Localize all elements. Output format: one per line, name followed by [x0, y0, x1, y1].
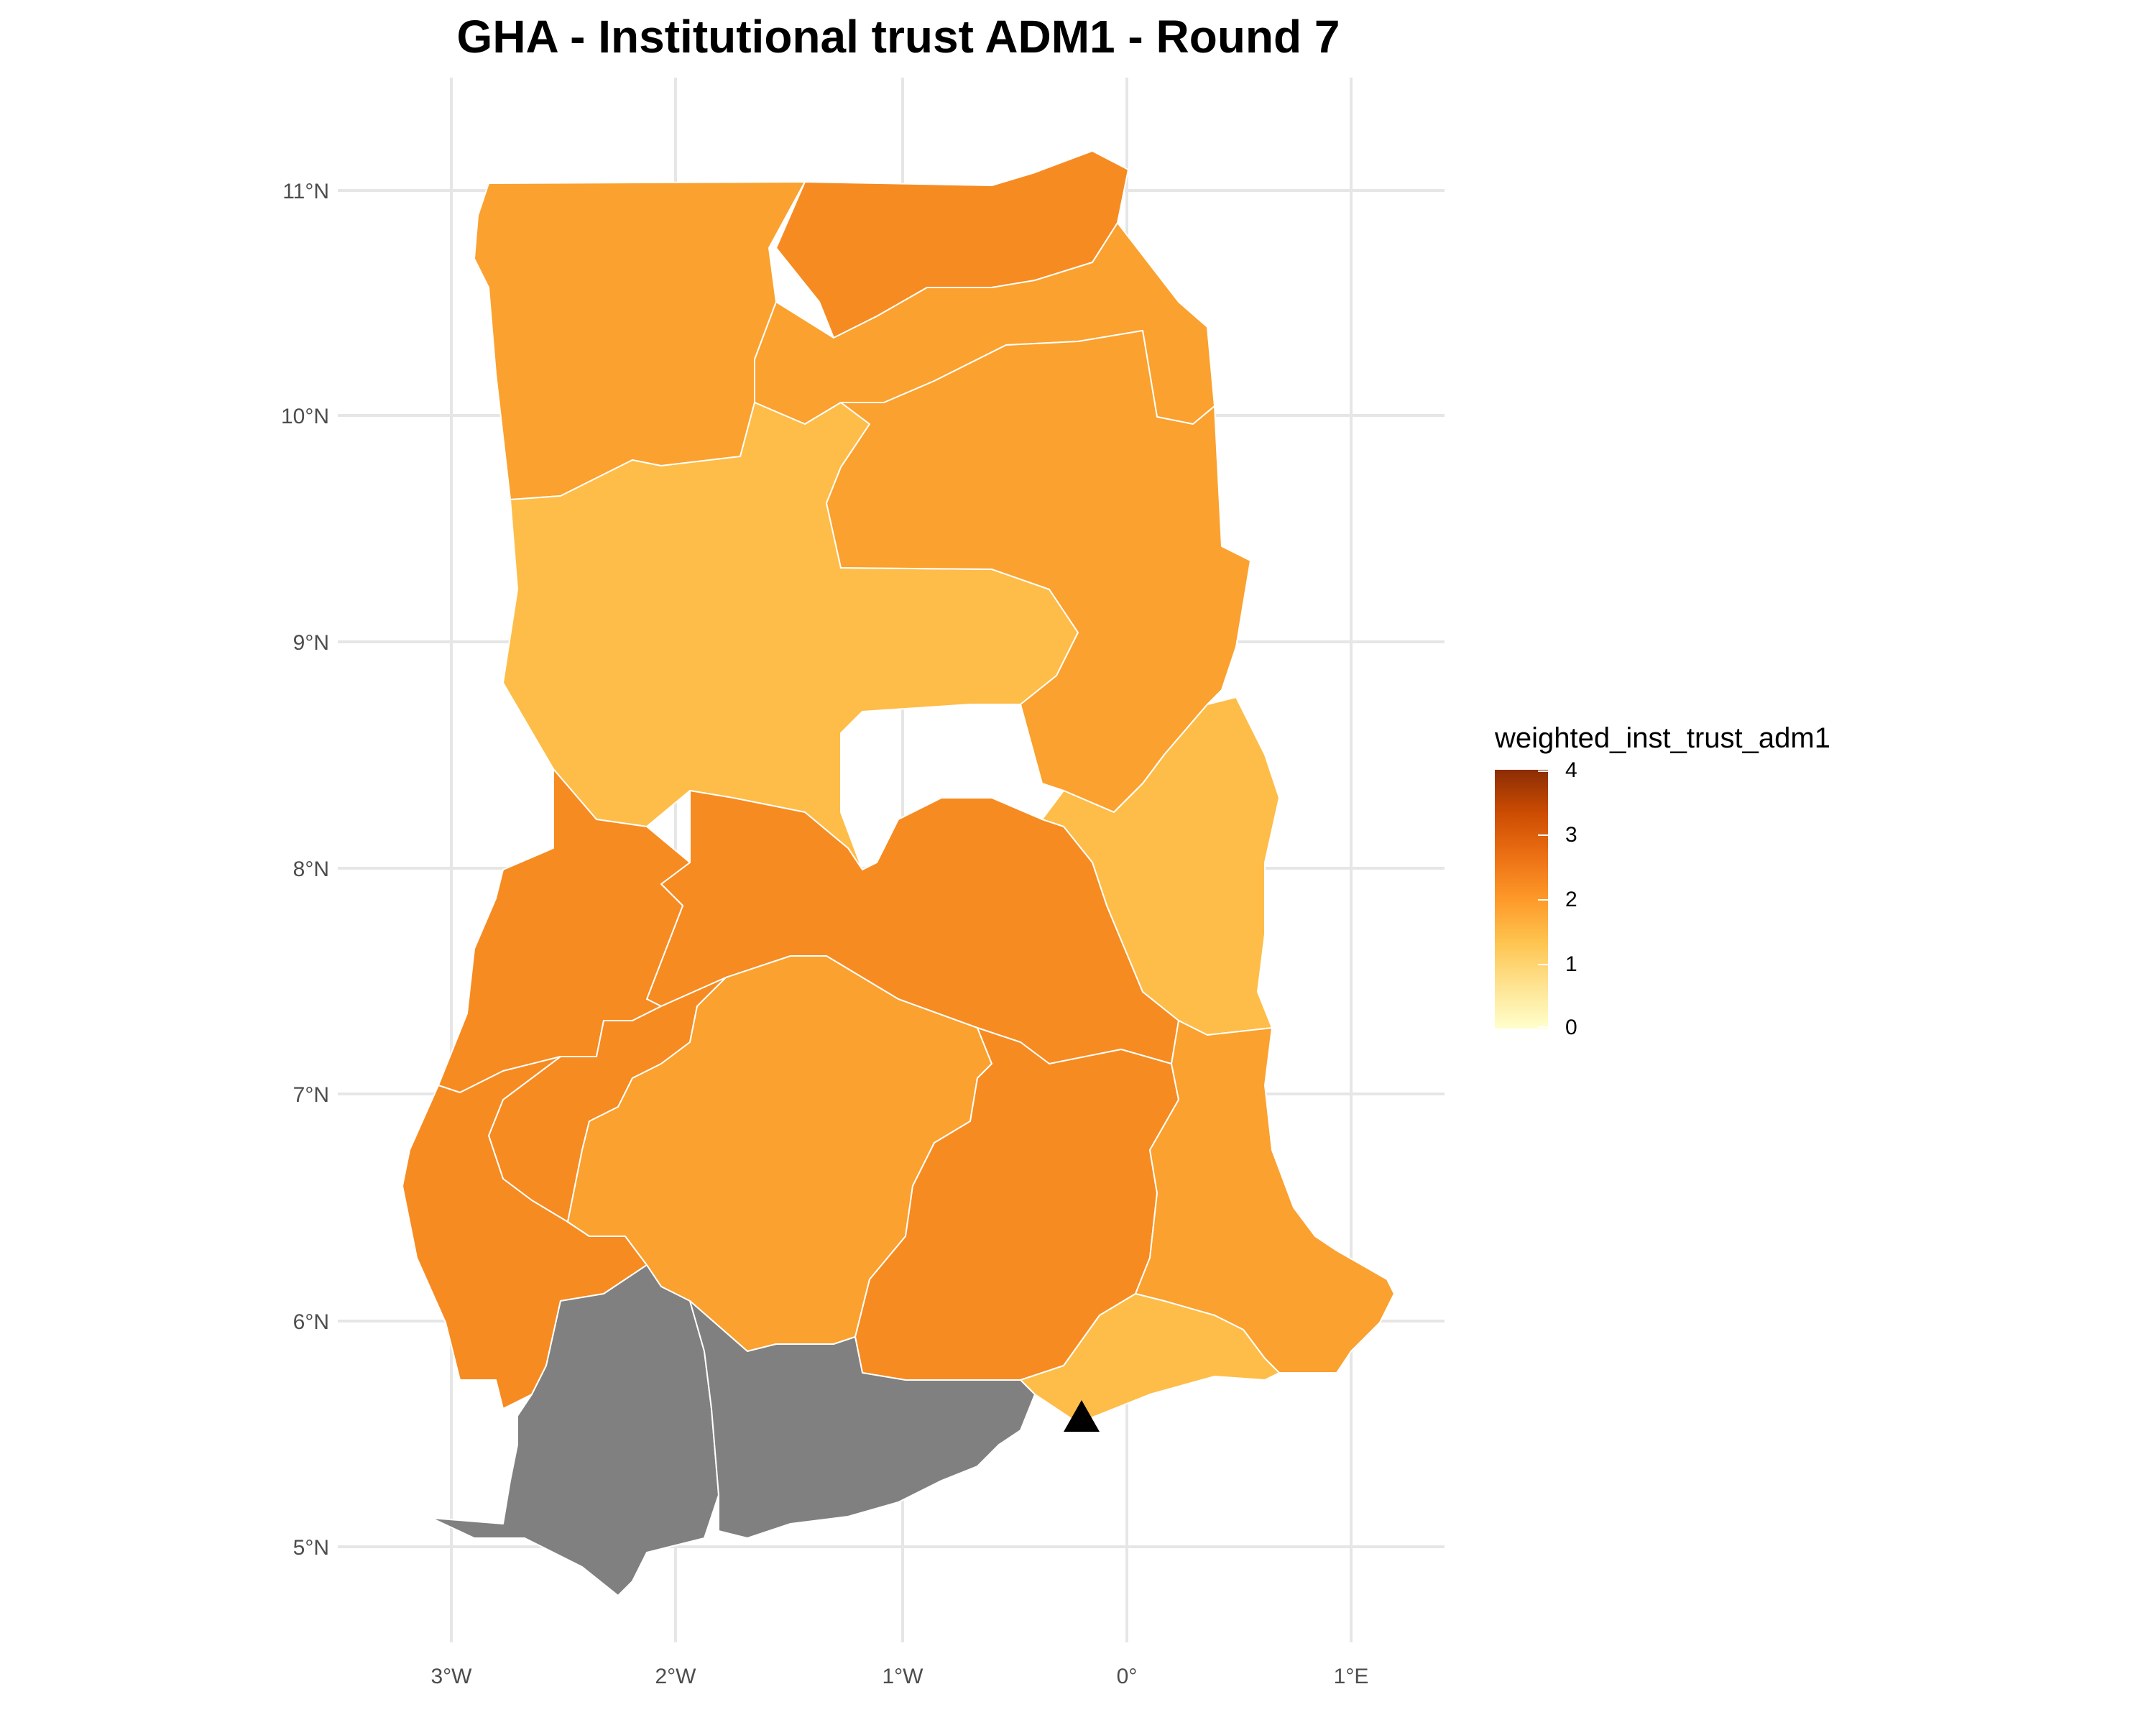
y-tick-label: 7°N — [293, 1083, 329, 1107]
region-western — [430, 1264, 719, 1596]
x-tick-label: 1°W — [883, 1665, 924, 1688]
region-volta — [1135, 1020, 1395, 1374]
legend-tick-label: 2 — [1565, 888, 1577, 911]
region-central — [689, 1300, 1036, 1539]
legend-tick-label: 3 — [1565, 823, 1577, 847]
legend-tick-mark — [1538, 1026, 1548, 1028]
y-tick-label: 5°N — [293, 1536, 329, 1560]
x-tick-label: 2°W — [655, 1665, 697, 1688]
x-tick-label: 3°W — [431, 1665, 473, 1688]
x-tick-label: 1°E — [1334, 1665, 1369, 1688]
legend-tick-mark — [1538, 899, 1548, 901]
y-axis: 11°N 10°N 9°N 8°N 7°N 6°N 5°N — [281, 180, 329, 1560]
capital-marker — [1064, 1400, 1100, 1432]
x-tick-label: 0° — [1117, 1665, 1138, 1688]
x-axis: 3°W 2°W 1°W 0° 1°E — [431, 1665, 1369, 1688]
legend: weighted_inst_trust_adm1 4 3 2 1 0 — [1495, 722, 1830, 1039]
y-tick-label: 9°N — [293, 631, 329, 655]
regions — [402, 150, 1395, 1596]
legend-tick-mark — [1538, 964, 1548, 965]
legend-title: weighted_inst_trust_adm1 — [1495, 722, 1830, 754]
legend-tick-mark — [1538, 770, 1548, 772]
y-tick-label: 6°N — [293, 1310, 329, 1334]
legend-tick-label: 1 — [1565, 952, 1577, 976]
y-tick-label: 11°N — [282, 180, 329, 203]
map-title: GHA - Institutional trust ADM1 - Round 7 — [456, 11, 1340, 63]
legend-tick-label: 0 — [1565, 1016, 1577, 1039]
y-tick-label: 10°N — [281, 405, 329, 428]
legend-tick-mark — [1538, 834, 1548, 836]
legend-tick-label: 4 — [1565, 758, 1577, 782]
legend-colorbar: 4 3 2 1 0 — [1495, 760, 1577, 1039]
y-tick-label: 8°N — [293, 857, 329, 881]
region-greater-accra — [1020, 1293, 1280, 1424]
